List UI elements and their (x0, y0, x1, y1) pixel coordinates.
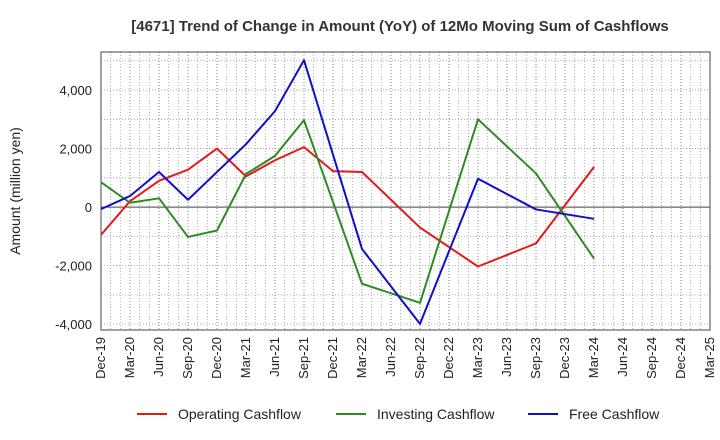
x-tick-label: Mar-23 (470, 337, 485, 378)
y-tick-label: -4,000 (55, 317, 92, 332)
x-tick-label: Sep-21 (296, 337, 311, 379)
x-tick-labels: Dec-19 Mar-20 Jun-20 Sep-20 Dec-20 Mar-21 Jun-… (93, 337, 717, 379)
y-tick-label: -2,000 (55, 259, 92, 274)
x-tick-label: Mar-25 (702, 337, 717, 378)
x-tick-label: Mar-20 (122, 337, 137, 378)
x-tick-label: Dec-20 (209, 337, 224, 379)
x-tick-label: Dec-24 (673, 337, 688, 379)
x-tick-label: Jun-24 (615, 337, 630, 377)
x-tick-label: Mar-24 (586, 337, 601, 378)
free-cashflow-line (100, 59, 595, 325)
legend: Operating Cashflow Investing Cashflow Free… (137, 406, 660, 422)
x-tick-label: Sep-24 (644, 337, 659, 379)
x-tick-label: Dec-22 (441, 337, 456, 379)
plot-border (100, 51, 711, 331)
y-tick-label: 4,000 (59, 83, 92, 98)
y-axis-label: Amount (million yen) (7, 127, 23, 255)
series-lines (100, 59, 595, 325)
y-tick-label: 0 (85, 200, 92, 215)
grid-lines (100, 51, 711, 331)
x-tick-label: Jun-22 (383, 337, 398, 377)
x-tick-label: Dec-21 (325, 337, 340, 379)
x-tick-label: Mar-21 (238, 337, 253, 378)
x-tick-label: Dec-23 (557, 337, 572, 379)
chart-title: [4671] Trend of Change in Amount (YoY) o… (131, 18, 669, 35)
y-tick-labels: -4,000 -2,000 0 2,000 4,000 (55, 83, 92, 332)
y-tick-label: 2,000 (59, 142, 92, 157)
x-tick-label: Jun-20 (151, 337, 166, 377)
free-cashflow-legend-label: Free Cashflow (569, 406, 660, 422)
x-tick-label: Sep-22 (412, 337, 427, 379)
investing-cashflow-legend-label: Investing Cashflow (377, 406, 495, 422)
plot-area (101, 52, 710, 330)
x-tick-label: Mar-22 (354, 337, 369, 378)
x-tick-label: Dec-19 (93, 337, 108, 379)
x-tick-label: Jun-23 (499, 337, 514, 377)
x-tick-label: Sep-20 (180, 337, 195, 379)
plot-background (101, 52, 710, 330)
operating-cashflow-line (100, 146, 595, 268)
operating-cashflow-legend-label: Operating Cashflow (178, 406, 302, 422)
investing-cashflow-line (100, 118, 595, 304)
x-tick-label: Sep-23 (528, 337, 543, 379)
x-tick-label: Jun-21 (267, 337, 282, 377)
